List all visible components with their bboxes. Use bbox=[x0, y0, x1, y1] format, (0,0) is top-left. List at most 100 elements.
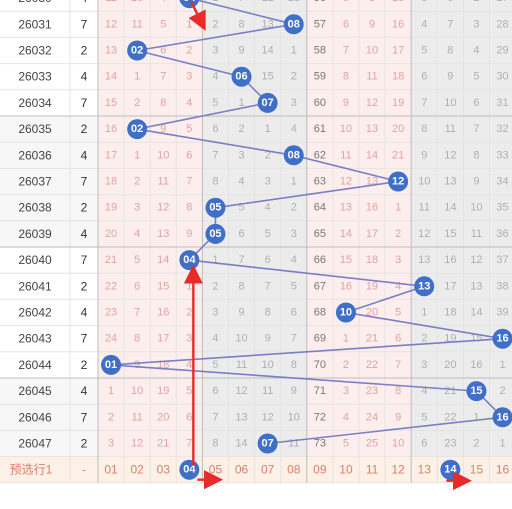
ball-number: 08 bbox=[288, 149, 300, 161]
ball-circle bbox=[492, 328, 512, 349]
number-cell bbox=[98, 0, 125, 12]
miss-value: 2 bbox=[212, 280, 218, 292]
hit-number-ball: 16 bbox=[492, 328, 512, 349]
row-sum: 7 bbox=[81, 410, 88, 424]
number-cell bbox=[150, 142, 177, 169]
ball-number: 16 bbox=[496, 411, 508, 423]
number-cell bbox=[150, 89, 177, 116]
number-cell bbox=[385, 89, 412, 116]
miss-value: 18 bbox=[105, 176, 117, 188]
miss-value: 12 bbox=[418, 228, 430, 240]
miss-value: 9 bbox=[421, 149, 427, 161]
ball-circle bbox=[283, 14, 304, 35]
miss-value: 17 bbox=[392, 45, 404, 57]
number-cell bbox=[280, 378, 307, 405]
number-cell bbox=[437, 404, 464, 431]
sum-cell bbox=[70, 273, 98, 300]
miss-value: 4 bbox=[134, 228, 140, 240]
miss-value: 8 bbox=[421, 123, 427, 135]
miss-value: 8 bbox=[395, 385, 401, 397]
miss-value: 15 bbox=[157, 280, 169, 292]
miss-value: 27 bbox=[496, 0, 508, 4]
number-cell bbox=[150, 11, 177, 38]
miss-value: 7 bbox=[238, 254, 244, 266]
number-cell bbox=[385, 404, 412, 431]
issue-number: 26042 bbox=[18, 306, 52, 320]
miss-value: 4 bbox=[212, 333, 218, 345]
issue-cell bbox=[0, 378, 70, 405]
table-row bbox=[0, 378, 512, 405]
miss-value: 15 bbox=[470, 333, 482, 345]
miss-value: 10 bbox=[444, 97, 456, 109]
miss-value: 14 bbox=[262, 45, 274, 57]
hit-number-ball: 07 bbox=[257, 433, 278, 454]
miss-value: 25 bbox=[366, 438, 378, 450]
miss-value: 8 bbox=[212, 438, 218, 450]
miss-value: 7 bbox=[212, 411, 218, 423]
forecast-row[interactable] bbox=[0, 456, 512, 483]
number-cell bbox=[150, 116, 177, 143]
number-cell bbox=[202, 325, 229, 352]
sum-cell bbox=[70, 430, 98, 457]
number-cell bbox=[254, 404, 281, 431]
miss-value: 7 bbox=[186, 438, 192, 450]
ball-circle bbox=[283, 145, 304, 166]
miss-value: 66 bbox=[314, 254, 326, 266]
forecast-ball[interactable]: 04 bbox=[179, 459, 200, 480]
miss-value: 7 bbox=[212, 149, 218, 161]
number-cell bbox=[176, 378, 203, 405]
miss-value: 36 bbox=[496, 228, 508, 240]
miss-value: 2 bbox=[265, 149, 271, 161]
number-cell bbox=[280, 194, 307, 221]
miss-value: 12 bbox=[262, 0, 274, 4]
table-row bbox=[0, 299, 512, 326]
number-cell bbox=[463, 168, 490, 195]
miss-value: 62 bbox=[314, 149, 326, 161]
number-cell bbox=[411, 194, 438, 221]
number-cell bbox=[463, 63, 490, 90]
miss-value: 7 bbox=[160, 71, 166, 83]
number-cell bbox=[437, 247, 464, 274]
number-cell bbox=[254, 0, 281, 12]
miss-value: 9 bbox=[343, 97, 349, 109]
miss-value: 4 bbox=[186, 359, 192, 371]
table-row bbox=[0, 63, 512, 90]
forecast-option: 05 bbox=[209, 463, 223, 477]
table-row bbox=[0, 142, 512, 169]
ball-number: 12 bbox=[392, 176, 404, 188]
number-cell bbox=[463, 430, 490, 457]
number-cell bbox=[98, 37, 125, 64]
issue-number: 26044 bbox=[18, 358, 52, 372]
miss-value: 10 bbox=[366, 45, 378, 57]
forecast-option: 15 bbox=[470, 463, 484, 477]
number-cell bbox=[463, 11, 490, 38]
number-cell bbox=[254, 220, 281, 247]
miss-value: 18 bbox=[444, 307, 456, 319]
number-cell bbox=[254, 37, 281, 64]
number-cell bbox=[411, 63, 438, 90]
number-cell bbox=[98, 273, 125, 300]
forecast-option: 16 bbox=[496, 463, 510, 477]
row-sum: 2 bbox=[81, 201, 88, 215]
sum-cell bbox=[70, 247, 98, 274]
miss-value: 6 bbox=[212, 123, 218, 135]
miss-value: 39 bbox=[496, 307, 508, 319]
miss-value: 22 bbox=[444, 411, 456, 423]
miss-value: 6 bbox=[265, 254, 271, 266]
miss-value: 20 bbox=[105, 228, 117, 240]
number-cell bbox=[150, 220, 177, 247]
miss-value: 3 bbox=[108, 438, 114, 450]
table-row bbox=[0, 37, 512, 64]
miss-value: 3 bbox=[265, 176, 271, 188]
number-cell bbox=[463, 273, 490, 300]
miss-value: 8 bbox=[473, 149, 479, 161]
row-sum: 4 bbox=[81, 227, 88, 241]
number-cell bbox=[176, 404, 203, 431]
number-cell bbox=[150, 351, 177, 378]
number-cell bbox=[150, 168, 177, 195]
forecast-ball[interactable]: 14 bbox=[440, 459, 461, 480]
number-cell bbox=[306, 37, 333, 64]
miss-value: 11 bbox=[288, 438, 299, 450]
